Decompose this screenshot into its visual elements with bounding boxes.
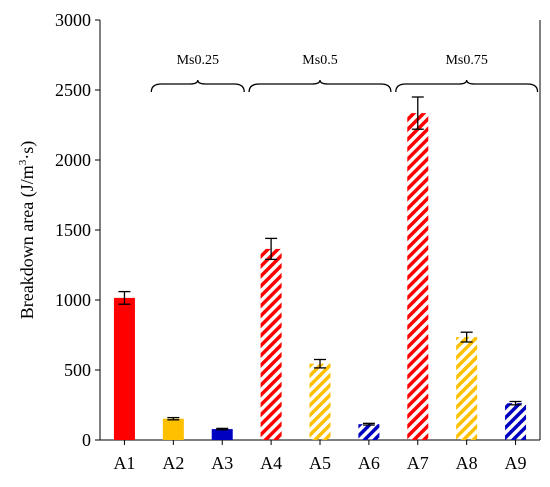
error-bar-a4	[265, 237, 278, 261]
bar-a8	[456, 337, 478, 440]
bar-a2	[162, 418, 184, 440]
error-bar-a9	[509, 400, 522, 406]
y-tick-label: 1500	[55, 220, 91, 240]
x-tick-label: A3	[211, 453, 233, 473]
bar-a6	[358, 424, 380, 440]
y-tick-label: 2000	[55, 150, 91, 170]
x-tick-label: A9	[505, 453, 527, 473]
y-axis-title: Breakdown area (J/m3·s)	[17, 141, 38, 319]
x-tick-label: A2	[162, 453, 184, 473]
bar-a4	[260, 248, 282, 440]
error-bar-a2	[167, 416, 180, 421]
error-bar-a8	[460, 331, 473, 343]
error-bar-a6	[362, 422, 375, 426]
error-bar-a7	[411, 96, 424, 130]
x-tick-label: A4	[260, 453, 282, 473]
y-tick-label: 500	[64, 360, 91, 380]
bar-a1	[113, 297, 135, 440]
group-annotations: Ms0.25 Ms0.5 Ms0.75	[150, 53, 539, 93]
axes: 0 500 1000 1500 2000 2500 3000 A1 A2 A3 A4 A5 A6 A7 A8…	[55, 10, 541, 473]
error-bar-a3	[216, 427, 229, 431]
x-tick-label: A5	[309, 453, 331, 473]
bar-a3	[211, 429, 233, 440]
x-tick-label: A8	[456, 453, 478, 473]
error-bar-a5	[314, 358, 326, 369]
group-brace	[248, 79, 392, 93]
y-tick-label: 1000	[55, 290, 91, 310]
bar-a9	[505, 403, 527, 440]
error-bars	[118, 96, 522, 431]
group-brace	[395, 79, 539, 93]
bars	[113, 113, 527, 440]
group-label: Ms0.25	[177, 53, 219, 68]
y-tick-label: 3000	[55, 10, 91, 30]
y-tick-label: 0	[82, 430, 91, 450]
group-label: Ms0.75	[445, 53, 487, 68]
y-tick-label: 2500	[55, 80, 91, 100]
x-tick-label: A7	[407, 453, 429, 473]
x-tick-label: A6	[358, 453, 380, 473]
x-tick-label: A1	[113, 453, 135, 473]
group-brace	[150, 79, 245, 93]
bar-a7	[407, 113, 429, 440]
error-bar-a1	[118, 290, 131, 305]
group-label: Ms0.5	[302, 53, 337, 68]
bar-a5	[309, 363, 331, 440]
